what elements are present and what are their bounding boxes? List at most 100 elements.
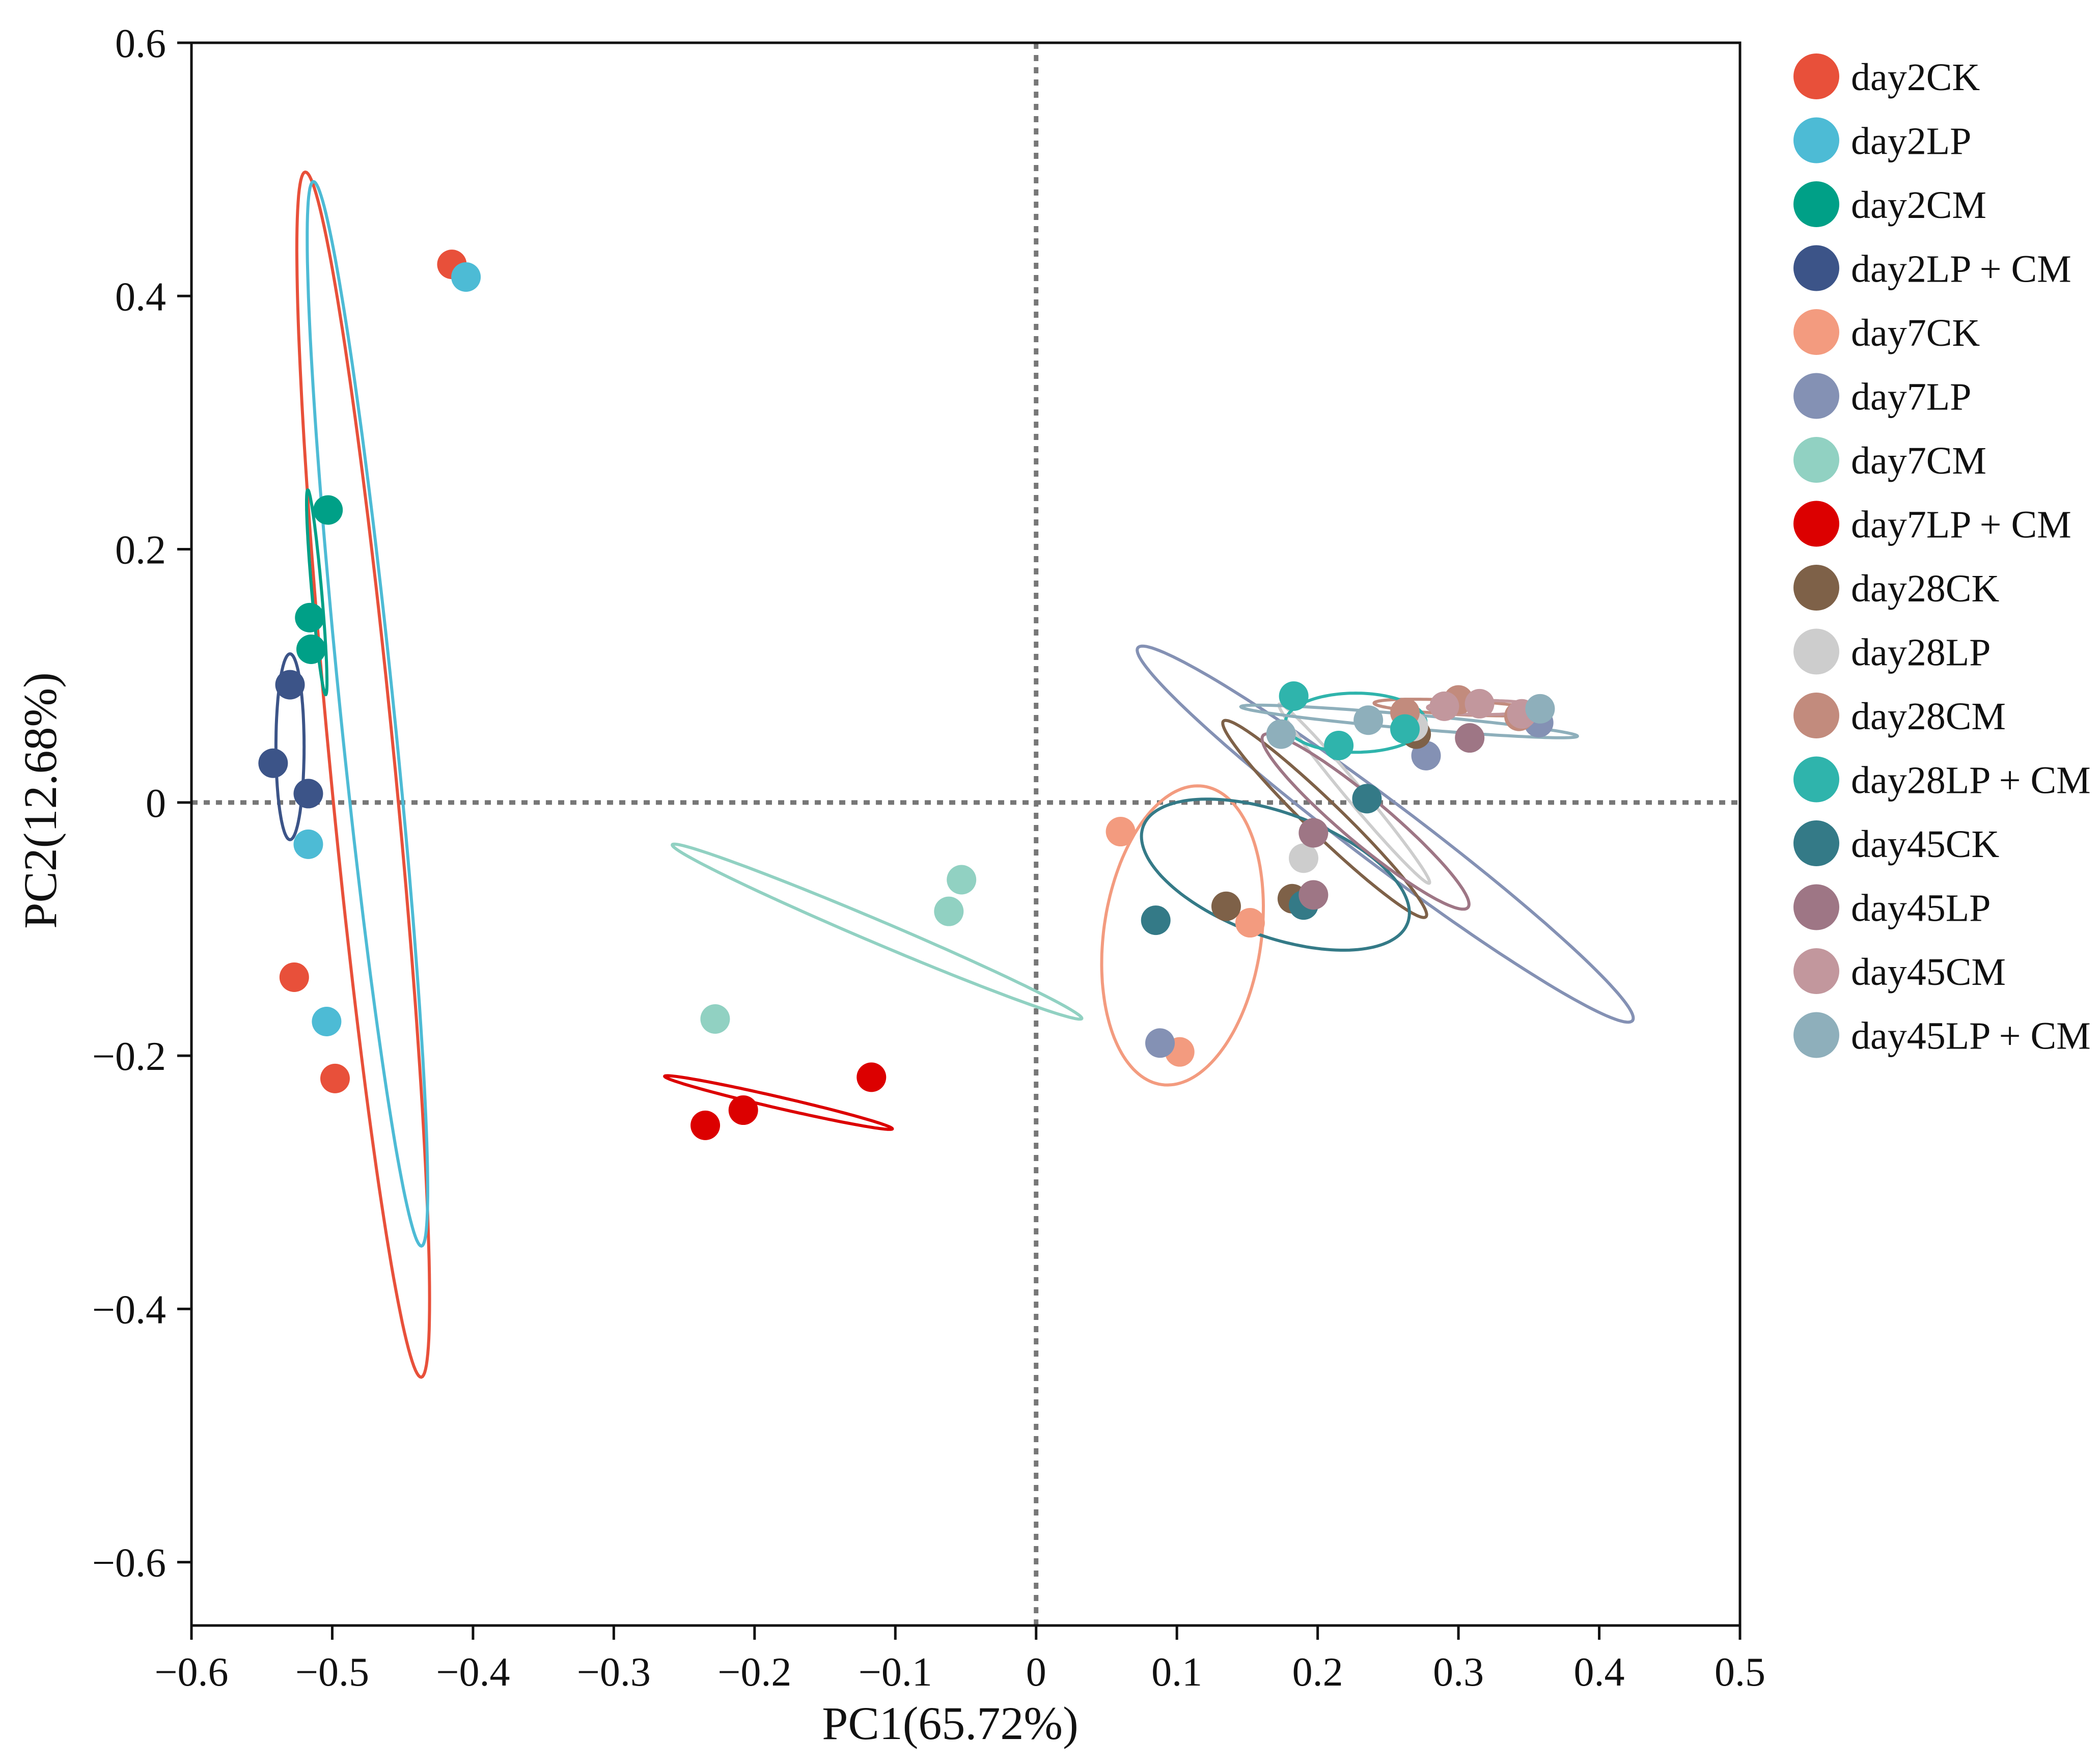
x-tick-label: 0.2 [1292, 1650, 1343, 1695]
y-tick-label: −0.2 [92, 1034, 166, 1079]
point-day7lp-cm [690, 1110, 721, 1140]
legend-marker-day7lp [1793, 373, 1839, 419]
point-day28lp-cm [1324, 730, 1354, 760]
legend-marker-day45lp-cm [1793, 1012, 1839, 1058]
point-day45lp [1298, 818, 1329, 848]
point-day7ck [1106, 817, 1136, 847]
ellipse-day2lp [306, 180, 429, 1248]
ellipse-day28ck [1221, 719, 1428, 919]
point-day7cm [934, 896, 964, 926]
point-day45ck [1352, 784, 1382, 814]
y-tick-label: −0.4 [92, 1287, 166, 1332]
point-day7lp-cm [856, 1062, 887, 1092]
point-day28lp-cm [1390, 714, 1420, 744]
y-tick-label: 0.2 [115, 528, 166, 573]
y-tick-label: 0.6 [115, 21, 166, 66]
x-tick-label: 0.3 [1433, 1650, 1484, 1695]
point-day2cm [313, 495, 343, 525]
data-points [258, 250, 1555, 1140]
x-tick-label: −0.2 [717, 1650, 791, 1695]
point-day7lp [1145, 1028, 1175, 1058]
legend-marker-day45ck [1793, 820, 1839, 866]
point-day28lp [1288, 843, 1318, 873]
point-day45lp [1455, 723, 1485, 753]
legend-label-day2cm: day2CM [1851, 184, 1986, 227]
legend-marker-day2lp-cm [1793, 245, 1839, 291]
y-axis-ticks: −0.6 −0.4 −0.2 0 0.2 0.4 0.6 [92, 21, 191, 1586]
legend-marker-day2lp [1793, 117, 1839, 163]
ellipse-day45lp [1260, 732, 1471, 911]
ellipse-day7ck [1100, 784, 1265, 1087]
legend-label-day28lp-cm: day28LP + CM [1851, 759, 2091, 802]
legend-marker-day28lp [1793, 628, 1839, 675]
y-tick-label: 0 [146, 781, 166, 826]
ellipse-day28cm [1372, 698, 1544, 718]
point-day2lp [451, 262, 481, 292]
point-day2ck [320, 1063, 350, 1093]
legend-label-day2lp-cm: day2LP + CM [1851, 248, 2071, 291]
legend-marker-day2ck [1793, 53, 1839, 99]
x-tick-label: −0.1 [859, 1650, 932, 1695]
confidence-ellipses [274, 170, 1635, 1379]
point-day45cm [1429, 691, 1459, 721]
ellipse-day2lp-cm [274, 652, 306, 841]
legend-marker-day28ck [1793, 565, 1839, 611]
point-day7lp-cm [728, 1095, 758, 1125]
x-axis-label: PC1(65.72%) [822, 1697, 1078, 1749]
reference-lines [191, 43, 1740, 1625]
legend-label-day45cm: day45CM [1851, 951, 2006, 994]
x-tick-label: −0.5 [295, 1650, 369, 1695]
ellipse-day7lp [1136, 644, 1635, 1024]
point-day7ck [1235, 908, 1265, 938]
legend-marker-day45cm [1793, 948, 1839, 994]
legend-label-day45lp-cm: day45LP + CM [1851, 1015, 2091, 1058]
point-day2lp-cm [275, 670, 305, 700]
legend: day2CK day2LP day2CM day2LP + CM day7CK day7L… [1793, 53, 2091, 1058]
legend-label-day7cm: day7CM [1851, 439, 1986, 482]
axes [190, 41, 1742, 1627]
ellipse-day7lp-cm [662, 1074, 894, 1131]
point-day28lp-cm [1279, 681, 1309, 711]
legend-label-day7lp-cm: day7LP + CM [1851, 504, 2071, 546]
point-day45lp-cm [1266, 719, 1296, 749]
x-tick-label: 0.4 [1574, 1650, 1625, 1695]
point-day45cm [1465, 688, 1495, 719]
legend-label-day45lp: day45LP [1851, 887, 1991, 930]
x-axis-ticks: −0.6 −0.5 −0.4 −0.3 −0.2 −0.1 0 0.1 0.2 0.3 0.4 0.5 [154, 1625, 1765, 1695]
legend-marker-day45lp [1793, 884, 1839, 930]
ellipse-day2cm [305, 488, 329, 697]
point-day45lp-cm [1353, 705, 1384, 735]
ellipse-day2ck [295, 170, 431, 1379]
x-tick-label: 0 [1026, 1650, 1046, 1695]
legend-label-day45ck: day45CK [1851, 823, 1999, 866]
ellipse-day7cm [671, 842, 1084, 1021]
legend-marker-day7lp-cm [1793, 501, 1839, 547]
point-day45lp [1298, 880, 1329, 910]
legend-label-day2ck: day2CK [1851, 56, 1980, 99]
point-day28ck [1211, 891, 1241, 921]
point-day45ck [1141, 905, 1171, 935]
legend-label-day7lp: day7LP [1851, 376, 1971, 419]
x-tick-label: −0.3 [577, 1650, 651, 1695]
point-day7cm [947, 865, 977, 895]
point-day2cm [296, 634, 326, 664]
point-day2lp-cm [258, 748, 288, 778]
x-tick-label: −0.6 [154, 1650, 228, 1695]
point-day2ck [279, 962, 309, 992]
y-tick-label: 0.4 [115, 274, 166, 319]
point-day2lp [312, 1006, 342, 1036]
x-tick-label: −0.4 [436, 1650, 510, 1695]
plot-frame [190, 41, 1742, 1627]
legend-marker-day7cm [1793, 437, 1839, 483]
legend-label-day28lp: day28LP [1851, 631, 1991, 674]
legend-marker-day7ck [1793, 309, 1839, 355]
legend-label-day7ck: day7CK [1851, 312, 1980, 354]
y-axis-label: PC2(12.68%) [14, 672, 66, 928]
ellipse-day45ck [1140, 797, 1411, 952]
legend-marker-day28lp-cm [1793, 756, 1839, 803]
point-day7cm [700, 1004, 730, 1034]
legend-label-day28cm: day28CM [1851, 695, 2006, 738]
point-day2cm [295, 602, 325, 632]
